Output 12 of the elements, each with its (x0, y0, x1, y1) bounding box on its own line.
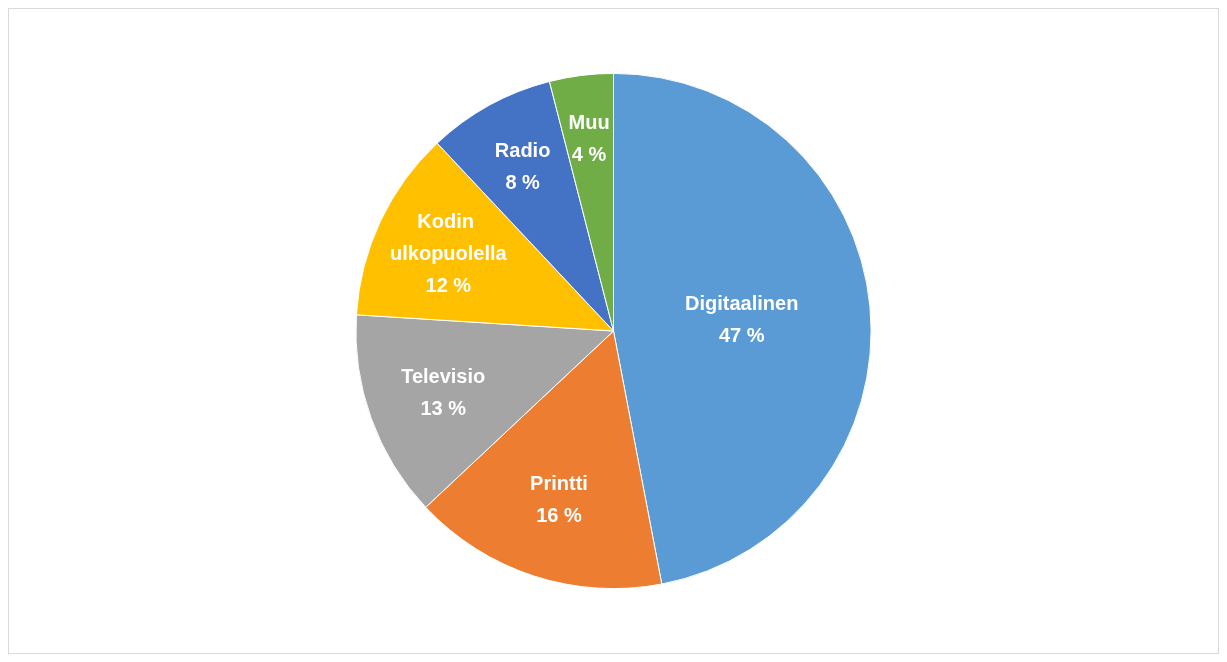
data-label: 4 % (571, 142, 607, 165)
data-label: 12 % (425, 274, 472, 297)
slice-label: Muu (568, 110, 610, 133)
slice-label: Digitaalinen (685, 291, 799, 314)
data-label: 8 % (505, 170, 541, 193)
data-label: 16 % (536, 503, 582, 526)
data-label: 47 % (718, 323, 765, 346)
slice-label: Televisio (401, 365, 486, 388)
slice-label: Printti (530, 471, 588, 494)
data-label: 13 % (420, 397, 467, 420)
slice-label: Radio (494, 138, 551, 161)
slice-label: Kodin ulkopuolella (390, 210, 508, 265)
